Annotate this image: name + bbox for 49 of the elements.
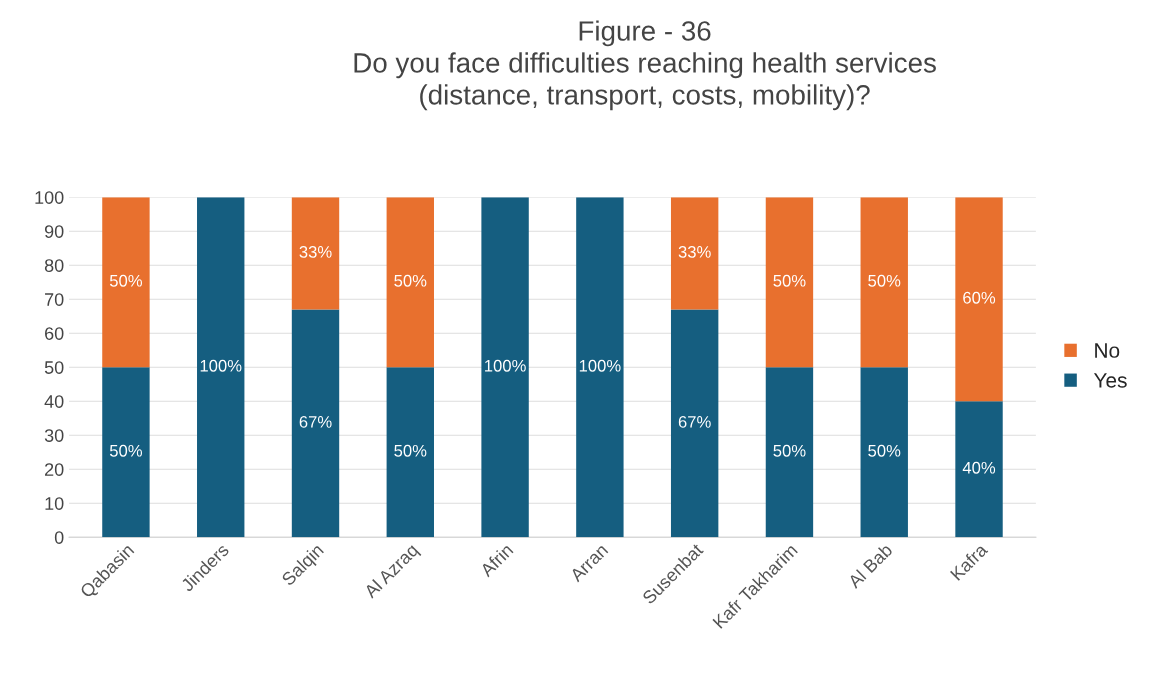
legend-label: Yes bbox=[1093, 373, 1127, 388]
data-label: 33% bbox=[299, 245, 332, 258]
bar bbox=[386, 197, 434, 368]
data-label: 50% bbox=[109, 274, 143, 287]
bar bbox=[955, 197, 1003, 402]
bar bbox=[291, 197, 340, 310]
data-label: 67% bbox=[299, 415, 332, 428]
bar bbox=[102, 367, 150, 538]
bar bbox=[765, 367, 814, 538]
data-label: 50% bbox=[394, 444, 427, 457]
y-tick-label: 30 bbox=[44, 429, 64, 442]
y-tick-label: 10 bbox=[45, 497, 64, 510]
y-tick-label: 70 bbox=[45, 293, 64, 306]
data-label: 100% bbox=[579, 359, 621, 372]
y-tick-label: 20 bbox=[45, 463, 64, 476]
data-label: 67% bbox=[678, 415, 711, 428]
chart-title: Figure - 36 Do you face difficulties reaching health services (distance, transport, costs, mobility)? bbox=[354, 20, 936, 111]
bar bbox=[197, 197, 245, 538]
y-tick-label: 80 bbox=[44, 259, 64, 272]
bar bbox=[481, 197, 529, 538]
legend-label: No bbox=[1095, 343, 1120, 358]
data-label: 40% bbox=[962, 461, 996, 474]
bar bbox=[765, 197, 814, 368]
data-label: 100% bbox=[200, 359, 242, 372]
bar bbox=[860, 367, 908, 538]
data-label: 50% bbox=[773, 444, 806, 457]
x-tick-label: Al Bab bbox=[846, 542, 894, 590]
bar bbox=[576, 197, 624, 538]
data-label: 100% bbox=[485, 359, 526, 372]
bar bbox=[102, 197, 150, 368]
bar bbox=[670, 197, 719, 310]
data-label: 33% bbox=[678, 245, 711, 258]
y-tick-label: 50 bbox=[44, 361, 64, 374]
data-label: 50% bbox=[868, 274, 901, 287]
bar bbox=[955, 401, 1003, 538]
y-tick-label: 40 bbox=[44, 395, 64, 408]
data-label: 50% bbox=[109, 444, 143, 457]
data-label: 50% bbox=[394, 274, 427, 287]
bar bbox=[670, 309, 719, 538]
data-label: 60% bbox=[963, 291, 996, 304]
bar bbox=[386, 367, 434, 538]
y-tick-label: 0 bbox=[54, 531, 64, 544]
y-tick-label: 100 bbox=[35, 191, 64, 204]
y-tick-label: 90 bbox=[44, 225, 64, 238]
data-label: 50% bbox=[773, 274, 806, 287]
data-label: 50% bbox=[868, 444, 901, 457]
y-tick-label: 60 bbox=[45, 327, 64, 340]
bar bbox=[860, 197, 908, 368]
bar bbox=[291, 309, 340, 538]
